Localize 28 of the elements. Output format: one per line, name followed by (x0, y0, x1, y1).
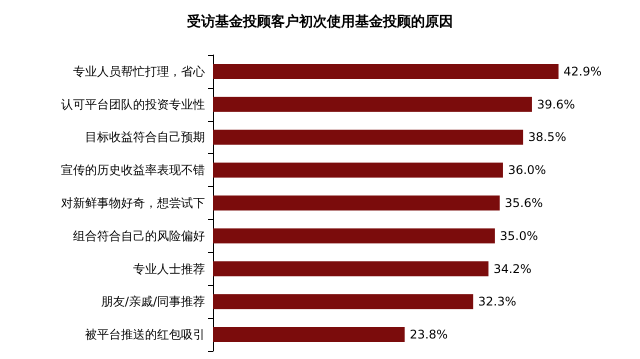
y-tick-label: 宣传的历史收益率表现不错 (61, 163, 205, 178)
y-tick-label: 对新鲜事物好奇，想尝试下 (61, 196, 205, 210)
bar (213, 64, 559, 79)
bar (213, 261, 488, 276)
bar (213, 228, 495, 244)
data-label: 34.2% (493, 262, 532, 276)
data-label: 42.9% (564, 64, 602, 78)
bar (213, 130, 524, 145)
bar (213, 96, 532, 112)
y-tick-label: 组合符合自己的风险偏好 (73, 228, 205, 243)
data-label: 35.0% (500, 228, 538, 243)
y-tick-label: 专业人员帮忙打理，省心 (73, 64, 205, 78)
data-label: 32.3% (478, 294, 516, 309)
chart-title: 受访基金投顾客户初次使用基金投顾的原因 (186, 13, 453, 30)
data-label: 39.6% (536, 97, 576, 112)
data-label: 38.5% (528, 130, 566, 144)
data-label: 23.8% (410, 328, 448, 342)
bar (213, 196, 500, 210)
data-label: 36.0% (508, 163, 546, 178)
y-tick-label: 专业人士推荐 (133, 262, 205, 276)
data-label: 35.6% (504, 196, 543, 210)
bar (213, 294, 474, 310)
y-tick-label: 认可平台团队的投资专业性 (61, 97, 205, 112)
y-tick-label: 目标收益符合自己预期 (85, 130, 205, 144)
bar (213, 162, 503, 178)
y-tick-label: 被平台推送的红包吸引 (85, 328, 205, 342)
y-tick-label: 朋友/亲戚/同事推荐 (100, 294, 205, 309)
bar (213, 327, 405, 342)
